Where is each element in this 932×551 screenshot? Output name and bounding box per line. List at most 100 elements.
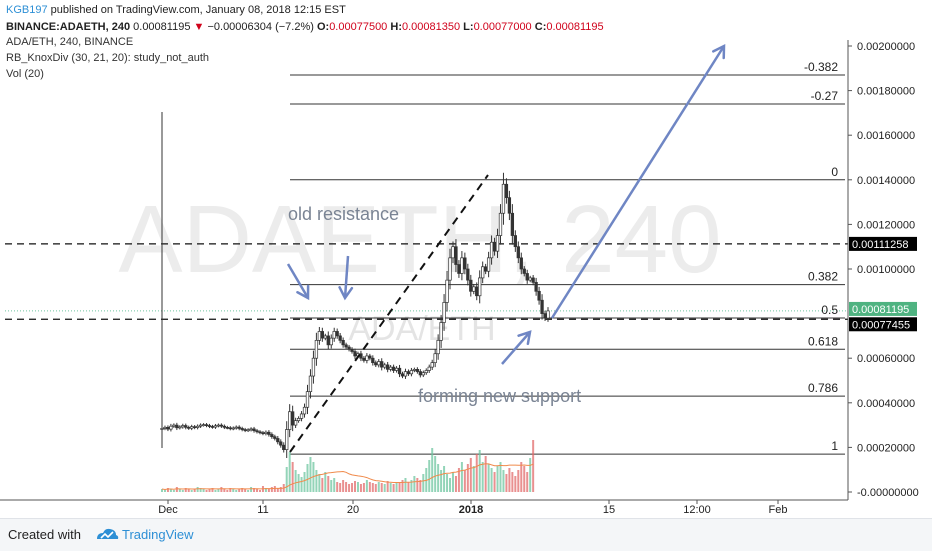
candle[interactable] <box>424 370 428 374</box>
candle[interactable] <box>163 426 167 429</box>
candle[interactable] <box>338 335 342 341</box>
candle[interactable] <box>261 432 265 435</box>
candle[interactable] <box>513 235 517 248</box>
candle[interactable] <box>427 366 431 371</box>
candle[interactable] <box>519 257 523 270</box>
candle[interactable] <box>469 279 473 292</box>
candle[interactable] <box>409 370 414 375</box>
candle[interactable] <box>442 302 446 323</box>
candle[interactable] <box>326 335 330 346</box>
candle[interactable] <box>172 424 176 427</box>
candle[interactable] <box>314 340 319 359</box>
candle[interactable] <box>525 273 529 281</box>
candle[interactable] <box>368 355 372 359</box>
candle[interactable] <box>187 426 191 429</box>
candle[interactable] <box>181 425 185 428</box>
candle[interactable] <box>193 426 197 429</box>
candle[interactable] <box>347 346 351 350</box>
candle[interactable] <box>270 434 274 438</box>
candle[interactable] <box>228 427 232 430</box>
candle[interactable] <box>362 357 366 361</box>
candle[interactable] <box>540 299 544 314</box>
candle[interactable] <box>501 183 506 214</box>
candle[interactable] <box>282 444 286 450</box>
candle[interactable] <box>264 431 268 434</box>
candle[interactable] <box>531 277 535 283</box>
candle[interactable] <box>243 429 247 431</box>
candle[interactable] <box>178 426 182 429</box>
candle[interactable] <box>421 372 425 376</box>
candle[interactable] <box>436 340 440 355</box>
candle[interactable] <box>335 331 339 337</box>
candle[interactable] <box>204 424 209 427</box>
candle[interactable] <box>495 235 500 252</box>
candle[interactable] <box>400 373 405 377</box>
candle[interactable] <box>296 418 301 421</box>
candle[interactable] <box>380 361 384 368</box>
tradingview-link[interactable]: TradingView <box>122 527 194 542</box>
candle[interactable] <box>258 431 262 434</box>
support-arrow[interactable] <box>501 331 531 365</box>
candle[interactable] <box>231 427 235 430</box>
candle[interactable] <box>288 411 292 430</box>
candle[interactable] <box>299 413 304 419</box>
projection-arrow[interactable] <box>550 45 726 319</box>
candle[interactable] <box>475 286 479 297</box>
forming-support-label[interactable]: forming new support <box>418 386 581 406</box>
candle[interactable] <box>267 431 271 435</box>
candle[interactable] <box>383 364 387 368</box>
candle[interactable] <box>460 257 464 274</box>
candle[interactable] <box>169 425 173 430</box>
candle[interactable] <box>522 268 526 274</box>
volume-legend[interactable]: Vol (20) <box>6 68 44 80</box>
resistance-arrow-2[interactable] <box>343 255 350 299</box>
candle[interactable] <box>486 257 491 272</box>
candle[interactable] <box>498 212 503 236</box>
candle[interactable] <box>222 425 227 428</box>
candle[interactable] <box>252 428 256 432</box>
candle[interactable] <box>207 425 212 427</box>
candle[interactable] <box>430 362 434 368</box>
candle[interactable] <box>543 313 547 319</box>
candle[interactable] <box>454 246 458 265</box>
candle[interactable] <box>510 212 515 236</box>
candle[interactable] <box>403 371 408 377</box>
candle[interactable] <box>457 264 461 274</box>
candle[interactable] <box>201 424 206 427</box>
candle[interactable] <box>308 375 313 393</box>
candle[interactable] <box>290 411 295 426</box>
candle[interactable] <box>537 290 541 301</box>
candle[interactable] <box>445 279 449 303</box>
candle[interactable] <box>166 426 170 430</box>
candle[interactable] <box>528 277 532 281</box>
candle[interactable] <box>516 246 520 259</box>
dashed-trend-line[interactable] <box>289 174 489 453</box>
candle[interactable] <box>190 426 194 429</box>
candle[interactable] <box>293 420 298 426</box>
candle[interactable] <box>478 277 482 297</box>
candle[interactable] <box>546 310 550 319</box>
symbol-name[interactable]: BINANCE:ADAETH, 240 <box>6 21 131 33</box>
candle[interactable] <box>504 183 509 198</box>
candle[interactable] <box>481 266 485 279</box>
candle[interactable] <box>448 257 452 281</box>
candle[interactable] <box>311 357 316 377</box>
study-legend[interactable]: RB_KnoxDiv (30, 21, 20): study_not_auth <box>6 52 210 64</box>
candle[interactable] <box>472 286 476 292</box>
candle[interactable] <box>302 406 307 415</box>
candle[interactable] <box>198 424 203 427</box>
candle[interactable] <box>359 353 363 359</box>
candle[interactable] <box>216 424 221 427</box>
candle[interactable] <box>246 429 250 432</box>
candle[interactable] <box>305 391 310 408</box>
candle[interactable] <box>323 335 327 339</box>
candle[interactable] <box>397 367 402 375</box>
candle[interactable] <box>344 344 348 348</box>
candle[interactable] <box>279 441 283 446</box>
candle[interactable] <box>160 428 164 430</box>
candle[interactable] <box>365 355 369 361</box>
chart-legend-title[interactable]: ADA/ETH, 240, BINANCE <box>6 36 134 48</box>
candle[interactable] <box>388 366 393 370</box>
candle[interactable] <box>329 337 333 346</box>
